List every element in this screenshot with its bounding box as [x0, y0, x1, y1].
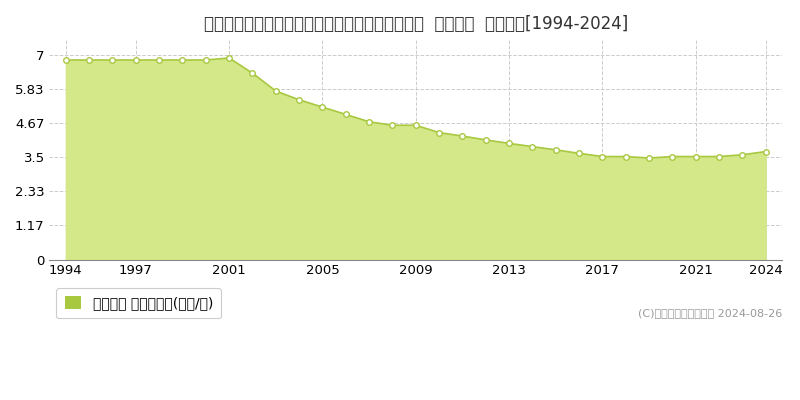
Title: 新潟県上越市大字七ケ所新田字船場４４８番３外  地価公示  地価推移[1994-2024]: 新潟県上越市大字七ケ所新田字船場４４８番３外 地価公示 地価推移[1994-20… [203, 15, 628, 33]
Legend: 地価公示 平均坪単価(万円/坪): 地価公示 平均坪単価(万円/坪) [57, 288, 222, 318]
Text: (C)土地価格ドットコム 2024-08-26: (C)土地価格ドットコム 2024-08-26 [638, 308, 782, 318]
